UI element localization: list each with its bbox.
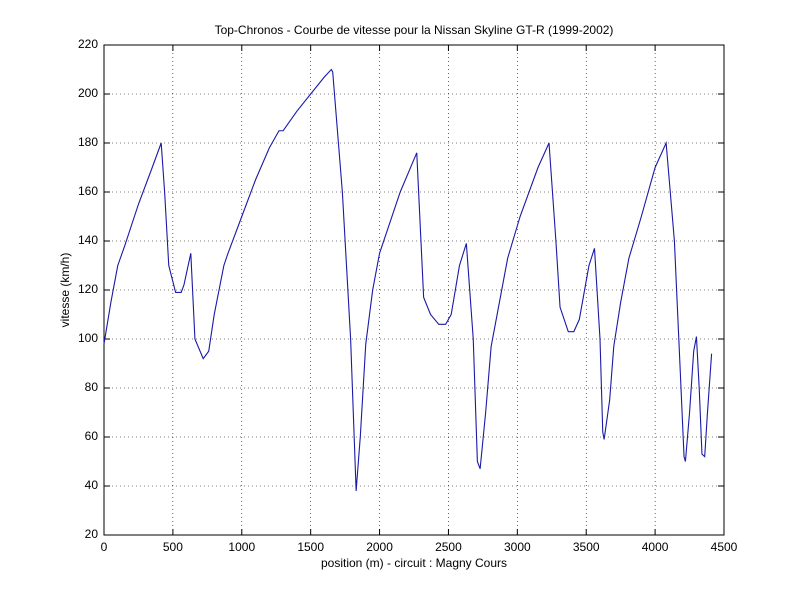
x-tick-label: 4500	[711, 540, 738, 554]
speed-line	[103, 68, 713, 491]
y-tick-label: 100	[78, 331, 98, 345]
x-axis-label: position (m) - circuit : Magny Cours	[321, 556, 507, 570]
x-tick-label: 2500	[435, 540, 462, 554]
x-tick-label: 2000	[366, 540, 393, 554]
y-tick-label: 200	[78, 86, 98, 100]
x-tick-label: 1000	[228, 540, 255, 554]
y-tick-label: 60	[85, 429, 99, 443]
y-axis-label: vitesse (km/h)	[58, 253, 72, 328]
y-tick-label: 220	[78, 37, 98, 51]
x-tick-label: 500	[163, 540, 183, 554]
y-tick-label: 120	[78, 282, 98, 296]
y-tick-label: 160	[78, 184, 98, 198]
x-tick-label: 4000	[642, 540, 669, 554]
y-tick-label: 20	[85, 527, 99, 541]
x-tick-label: 0	[101, 540, 108, 554]
x-tick-label: 3500	[573, 540, 600, 554]
y-tick-label: 140	[78, 233, 98, 247]
y-tick-label: 180	[78, 135, 98, 149]
plot-frame	[103, 44, 725, 536]
y-tick-label: 80	[85, 380, 99, 394]
x-tick-label: 3000	[504, 540, 531, 554]
x-tick-label: 1500	[297, 540, 324, 554]
chart-title: Top-Chronos - Courbe de vitesse pour la …	[215, 23, 614, 37]
y-tick-label: 40	[85, 478, 99, 492]
